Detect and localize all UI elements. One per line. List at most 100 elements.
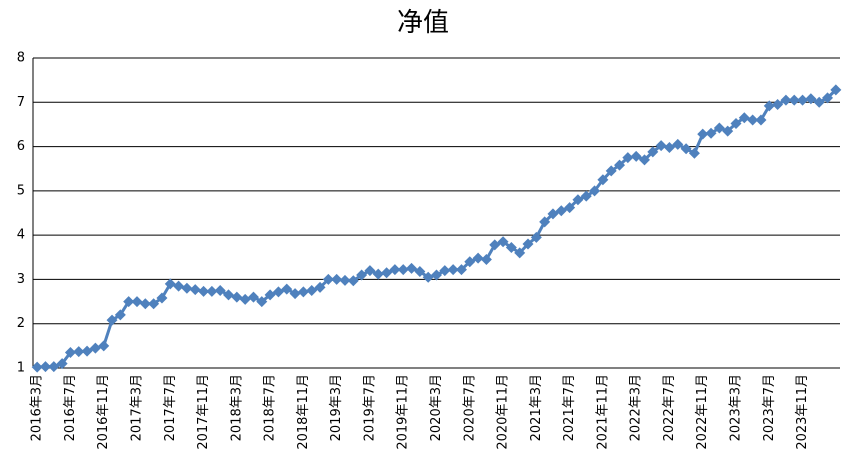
y-tick-label: 1 — [17, 361, 25, 376]
data-point — [322, 273, 334, 285]
data-point — [347, 275, 359, 287]
y-tick-label: 8 — [17, 51, 25, 66]
data-point — [164, 278, 176, 290]
y-tick-label: 5 — [17, 183, 25, 198]
data-point — [289, 288, 301, 300]
data-point — [680, 143, 692, 155]
data-point — [422, 271, 434, 283]
x-tick-label: 2023年11月 — [795, 374, 810, 450]
data-point — [139, 298, 151, 310]
data-point — [580, 190, 592, 202]
data-point — [372, 268, 384, 280]
data-point — [464, 256, 476, 268]
x-tick-label: 2023年3月 — [729, 374, 744, 441]
data-point — [655, 140, 667, 152]
data-point — [56, 358, 68, 370]
data-point — [81, 345, 93, 357]
data-point — [663, 141, 675, 153]
data-point — [73, 346, 85, 358]
data-point — [389, 264, 401, 276]
x-tick-label: 2022年11月 — [695, 374, 710, 450]
data-point — [564, 202, 576, 214]
data-point — [223, 289, 235, 301]
data-point — [48, 361, 60, 373]
data-point — [123, 296, 135, 308]
y-tick-label: 6 — [17, 139, 25, 154]
data-point — [406, 262, 418, 274]
data-point — [614, 159, 626, 171]
data-point — [747, 114, 759, 126]
data-point — [397, 264, 409, 276]
data-point — [688, 147, 700, 159]
x-tick-label: 2021年7月 — [562, 374, 577, 441]
y-tick-label: 4 — [17, 228, 25, 243]
y-tick-label: 3 — [17, 272, 25, 287]
x-tick-label: 2019年7月 — [362, 374, 377, 441]
data-point — [480, 254, 492, 265]
data-point — [114, 309, 126, 321]
x-tick-label: 2019年3月 — [329, 374, 344, 441]
data-point — [497, 236, 509, 248]
data-point — [173, 280, 185, 292]
data-point — [356, 269, 368, 281]
chart-title: 净值 — [397, 8, 449, 38]
data-point — [489, 239, 501, 251]
data-point — [455, 264, 467, 276]
data-point — [214, 285, 226, 296]
data-point — [813, 96, 825, 108]
data-point — [522, 238, 534, 250]
x-tick-label: 2018年11月 — [296, 374, 311, 450]
data-point — [439, 265, 451, 277]
data-point — [589, 185, 601, 197]
x-tick-label: 2020年7月 — [462, 374, 477, 441]
x-tick-label: 2022年3月 — [629, 374, 644, 441]
data-point — [272, 286, 284, 298]
x-tick-label: 2023年7月 — [762, 374, 777, 441]
data-point — [514, 247, 526, 259]
data-point — [547, 208, 559, 220]
data-point — [264, 289, 276, 301]
data-point — [331, 273, 343, 285]
data-point — [697, 128, 709, 140]
data-point — [805, 93, 817, 105]
data-point — [780, 94, 792, 106]
data-point — [605, 165, 617, 177]
data-point — [622, 152, 634, 164]
data-point — [297, 286, 309, 298]
data-point — [772, 99, 784, 110]
data-point — [572, 194, 584, 206]
data-point — [231, 291, 243, 303]
x-tick-label: 2017年7月 — [163, 374, 178, 441]
data-point — [131, 296, 143, 308]
data-point — [64, 347, 76, 358]
data-point — [638, 154, 650, 166]
x-tick-label: 2016年11月 — [96, 374, 111, 450]
data-point — [830, 84, 842, 96]
data-point — [148, 298, 160, 310]
data-point — [797, 94, 809, 106]
data-point — [381, 267, 393, 279]
data-point — [239, 293, 251, 305]
x-tick-label: 2019年11月 — [396, 374, 411, 450]
data-point — [755, 114, 767, 126]
x-tick-label: 2020年11月 — [496, 374, 511, 450]
data-point — [722, 125, 734, 137]
data-point — [39, 361, 51, 373]
data-point — [763, 100, 775, 112]
data-point — [247, 291, 259, 303]
data-point — [597, 174, 609, 186]
data-point — [181, 282, 193, 294]
x-tick-label: 2018年7月 — [263, 374, 278, 441]
data-point — [431, 269, 442, 281]
x-tick-label: 2018年3月 — [229, 374, 244, 441]
data-point — [364, 265, 376, 277]
data-point — [98, 340, 110, 352]
data-point — [414, 265, 426, 277]
data-point — [256, 296, 268, 308]
data-point — [530, 231, 542, 243]
data-point — [630, 150, 642, 162]
x-tick-label: 2022年7月 — [662, 374, 677, 441]
data-point — [647, 146, 659, 158]
x-tick-label: 2017年3月 — [129, 374, 144, 441]
